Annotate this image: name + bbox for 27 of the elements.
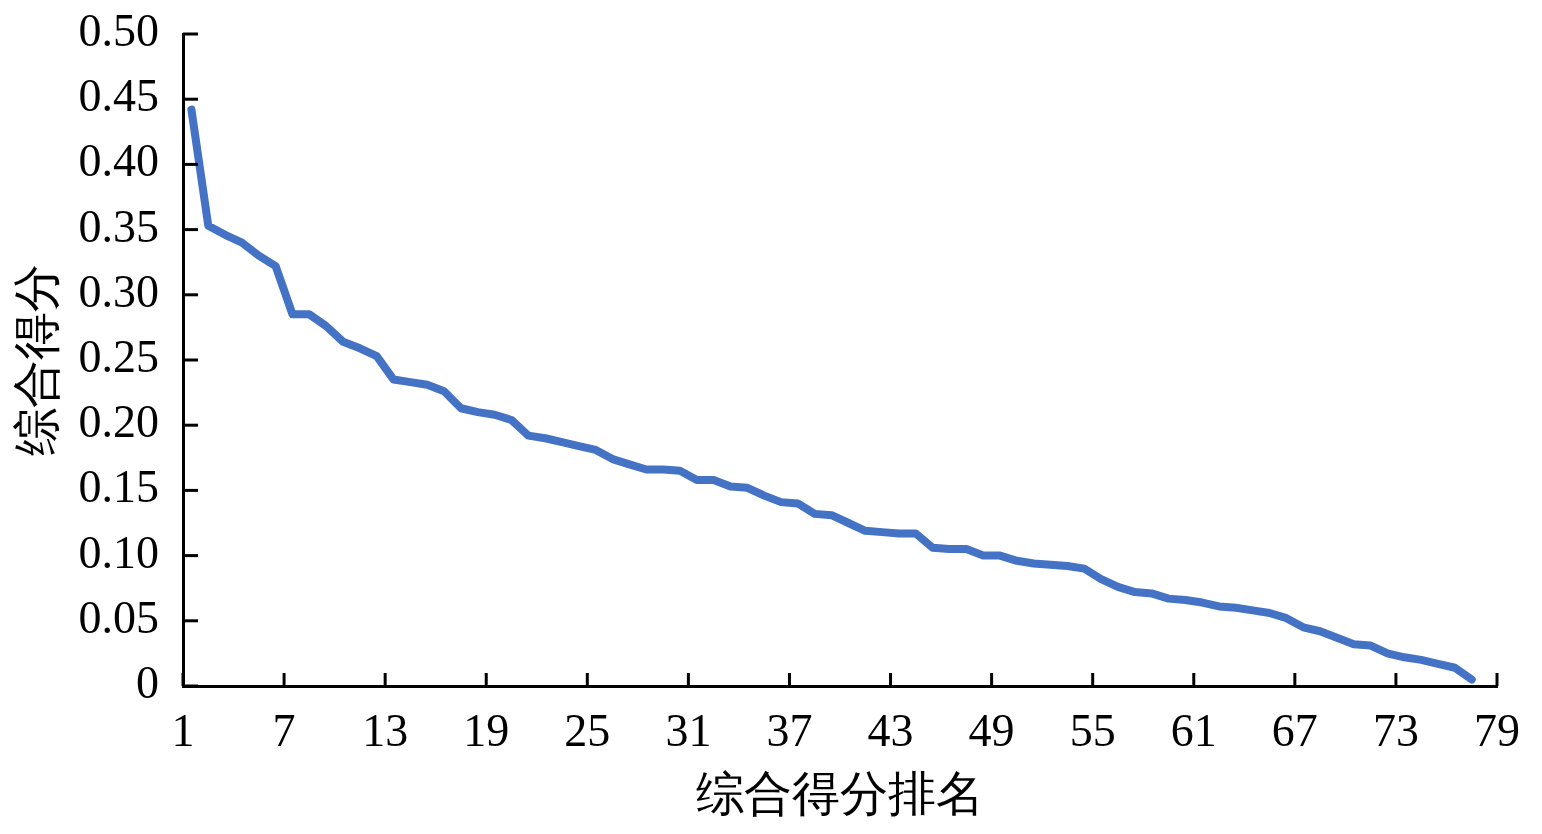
y-tick-label: 0.35 [78,200,159,252]
x-tick-label: 79 [1474,704,1520,756]
x-tick-label: 49 [968,704,1015,756]
y-tick-label: 0.10 [78,526,159,578]
y-tick-label: 0.50 [78,5,159,57]
y-tick-label: 0.05 [78,591,159,643]
x-tick-label: 31 [665,704,712,756]
y-tick-label: 0.25 [78,331,159,383]
y-tick-label: 0.30 [78,265,159,317]
x-tick-label: 67 [1271,704,1318,756]
x-tick-label: 37 [766,704,813,756]
x-tick-label: 1 [171,704,195,756]
x-tick-label: 25 [564,704,611,756]
x-tick-label: 73 [1372,704,1419,756]
y-axis-title: 综合得分 [10,264,64,456]
x-axis-title: 综合得分排名 [696,766,984,820]
y-tick-label: 0.45 [78,70,159,122]
y-tick-label: 0.20 [78,396,159,448]
x-tick-label: 19 [463,704,510,756]
x-tick-label: 43 [867,704,914,756]
x-tick-label: 61 [1170,704,1217,756]
x-tick-label: 13 [362,704,409,756]
y-tick-label: 0.15 [78,461,159,513]
y-tick-label: 0.40 [78,135,159,187]
x-tick-label: 55 [1069,704,1116,756]
y-tick-label: 0 [136,657,159,709]
x-tick-label: 7 [272,704,296,756]
